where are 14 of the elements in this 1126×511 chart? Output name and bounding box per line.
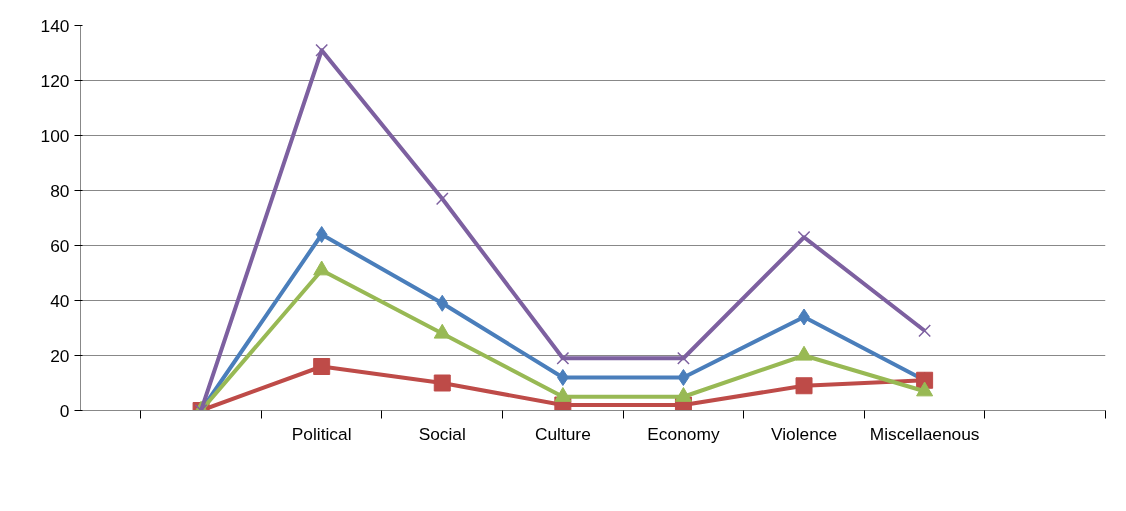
y-tick-label: 60 [50, 235, 70, 256]
y-tick-label: 140 [40, 15, 70, 36]
x-tick-label: Violence [770, 423, 838, 444]
y-tick-label: 0 [59, 400, 70, 421]
y-tick-label: 80 [50, 180, 70, 201]
y-tick-label: 40 [50, 290, 70, 311]
x-tick-label: Social [418, 423, 466, 444]
x-tick-label: Culture [534, 423, 591, 444]
y-tick-label: 120 [40, 70, 70, 91]
x-tick-label: Political [291, 423, 352, 444]
x-tick-label: Miscellaenous [869, 423, 980, 444]
x-tick-label: Economy [647, 423, 720, 444]
y-tick-label: 100 [40, 125, 70, 146]
y-tick-label: 20 [50, 345, 70, 366]
